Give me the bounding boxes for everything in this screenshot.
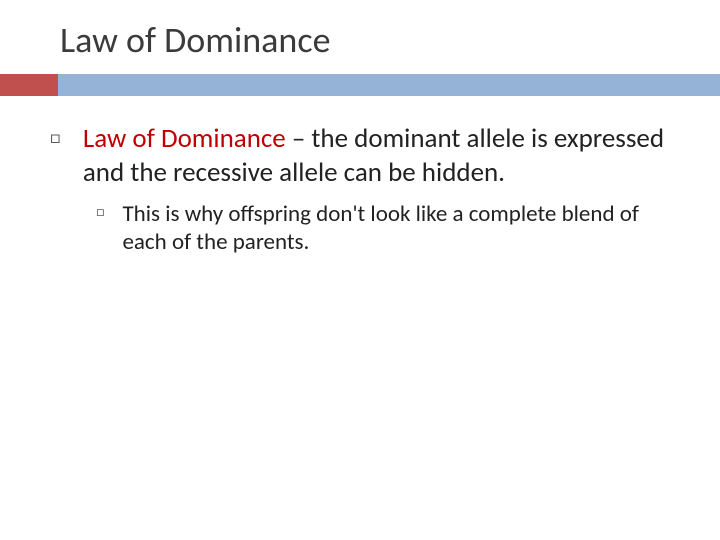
main-bullet-row: □ Law of Dominance – the dominant allele… bbox=[50, 122, 670, 190]
divider-main bbox=[58, 74, 720, 96]
square-bullet-icon: □ bbox=[50, 128, 61, 146]
highlighted-term: Law of Dominance bbox=[83, 122, 286, 155]
sub-point-text: This is why offspring don't look like a … bbox=[122, 200, 670, 258]
divider-bar bbox=[0, 74, 720, 96]
square-bullet-icon: □ bbox=[96, 205, 104, 219]
slide-container: Law of Dominance □ Law of Dominance – th… bbox=[0, 0, 720, 540]
content-area: □ Law of Dominance – the dominant allele… bbox=[0, 96, 720, 257]
divider-accent bbox=[0, 74, 58, 96]
slide-title: Law of Dominance bbox=[0, 18, 720, 62]
sub-bullet-row: □ This is why offspring don't look like … bbox=[50, 200, 670, 258]
main-point-text: Law of Dominance – the dominant allele i… bbox=[83, 122, 670, 190]
